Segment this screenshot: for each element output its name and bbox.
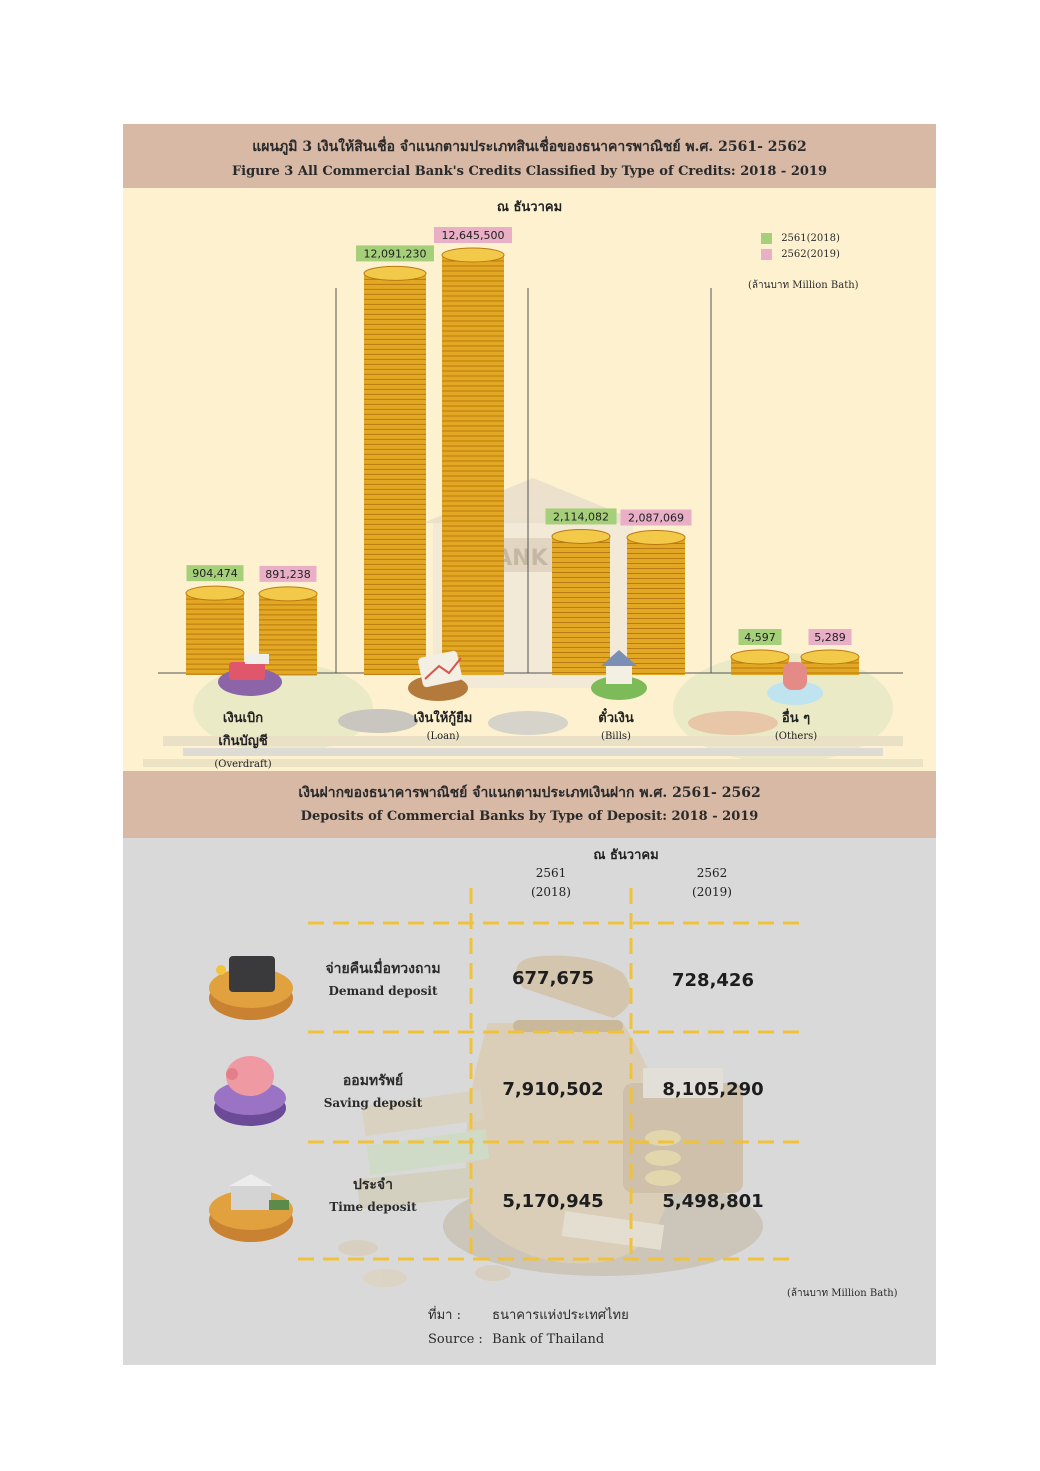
piggy-bank-icon — [214, 1056, 286, 1126]
category-th2-overdraft: เกินบัญชี — [218, 734, 268, 749]
coin-stack-bills-2019 — [626, 530, 686, 675]
value-label-overdraft-2019: 891,238 — [259, 565, 317, 582]
source-label-th: ที่มา : — [428, 1308, 461, 1323]
svg-text:4,597: 4,597 — [744, 631, 776, 644]
table-gridlines — [298, 888, 803, 1261]
row-demand-th: จ่ายคืนเมื่อทวงถาม — [325, 961, 441, 977]
deposits-title-band: เงินฝากของธนาคารพาณิชย์ จำแนกตามประเภทเง… — [123, 771, 936, 838]
year-2018-th: 2561 — [535, 866, 567, 880]
row-time-en: Time deposit — [329, 1200, 417, 1214]
category-en-overdraft: (Overdraft) — [214, 759, 272, 770]
value-label-others-2019: 5,289 — [808, 629, 852, 645]
row-saving-en: Saving deposit — [323, 1096, 423, 1110]
deposits-title-th: เงินฝากของธนาคารพาณิชย์ จำแนกตามประเภทเง… — [298, 785, 761, 801]
category-en-others: (Others) — [774, 731, 818, 742]
svg-text:2,114,082: 2,114,082 — [553, 510, 609, 523]
demand-2018-value: 677,675 — [512, 968, 594, 989]
source-en-line: Source : Bank of Thailand — [428, 1332, 604, 1347]
svg-text:904,474: 904,474 — [192, 567, 238, 580]
category-label-overdraft: เงินเบิก เกินบัญชี (Overdraft) — [198, 707, 288, 770]
chart-legend: 2561(2018) 2562(2019) — [761, 233, 931, 265]
category-th-overdraft: เงินเบิก — [222, 711, 264, 726]
category-label-others: อื่น ๆ (Others) — [751, 707, 841, 742]
category-label-bills: ตั๋วเงิน (Bills) — [571, 707, 661, 742]
legend-label-2019: 2562(2019) — [781, 249, 840, 260]
row-saving-label: ออมทรัพย์ Saving deposit — [293, 1070, 453, 1110]
credits-title-band: แผนภูมิ 3 เงินให้สินเชื่อ จำแนกตามประเภท… — [123, 124, 936, 188]
source-th: ธนาคารแห่งประเทศไทย — [492, 1308, 629, 1323]
year-2018-header: 2561 (2018) — [501, 866, 601, 904]
savings-jar-icon — [767, 662, 823, 705]
credits-unit: (ล้านบาท Million Bath) — [748, 280, 859, 291]
value-label-bills-2019: 2,087,069 — [620, 509, 692, 526]
year-2019-header: 2562 (2019) — [662, 866, 762, 904]
year-2018-en: (2018) — [531, 885, 571, 899]
calculator-icon — [218, 654, 282, 696]
coin-stack-bills-2018 — [551, 528, 611, 675]
deposits-as-of: ณ ธันวาคม — [593, 848, 659, 863]
coin-stack-overdraft-2018 — [185, 585, 245, 675]
svg-text:891,238: 891,238 — [265, 568, 311, 581]
deposits-table-graphic — [209, 888, 803, 1287]
category-th-others: อื่น ๆ — [781, 711, 811, 726]
deposits-panel: ณ ธันวาคม 2561 (2018) 2562 (2019) จ่ายคื… — [123, 838, 936, 1365]
credits-as-of: ณ ธันวาคม — [496, 200, 563, 215]
demand-2019-value: 728,426 — [672, 970, 754, 991]
infographic-page: แผนภูมิ 3 เงินให้สินเชื่อ จำแนกตามประเภท… — [123, 124, 936, 1365]
value-label-loan-2018: 12,091,230 — [356, 245, 434, 262]
saving-2019-value: 8,105,290 — [662, 1079, 764, 1100]
svg-text:2,087,069: 2,087,069 — [628, 512, 684, 525]
coin-stack-others-2019 — [800, 649, 860, 675]
credits-title-th: แผนภูมิ 3 เงินให้สินเชื่อ จำแนกตามประเภท… — [252, 139, 807, 155]
svg-text:5,289: 5,289 — [814, 631, 846, 644]
credits-title-en: Figure 3 All Commercial Bank's Credits C… — [231, 164, 828, 179]
value-label-loan-2019: 12,645,500 — [434, 227, 512, 243]
credits-chart-panel: ณ ธันวาคม BANK 90 — [123, 188, 936, 771]
row-saving-th: ออมทรัพย์ — [342, 1073, 404, 1089]
saving-2018-value: 7,910,502 — [502, 1079, 604, 1100]
category-th-bills: ตั๋วเงิน — [598, 711, 634, 726]
source-label-en: Source : — [428, 1332, 483, 1347]
coin-stack-loan-2019 — [441, 247, 505, 675]
category-th-loan: เงินให้กู้ยืม — [413, 711, 473, 726]
category-label-loan: เงินให้กู้ยืม (Loan) — [388, 707, 498, 742]
legend-swatch-2018 — [761, 233, 772, 244]
row-demand-en: Demand deposit — [328, 984, 438, 998]
time-2018-value: 5,170,945 — [502, 1191, 604, 1212]
legend-label-2018: 2561(2018) — [781, 233, 840, 244]
row-time-th: ประจำ — [353, 1177, 393, 1193]
deposits-unit: (ล้านบาท Million Bath) — [787, 1288, 898, 1299]
time-2019-value: 5,498,801 — [662, 1191, 764, 1212]
legend-swatch-2019 — [761, 249, 772, 260]
value-label-overdraft-2018: 904,474 — [186, 565, 244, 582]
svg-text:12,645,500: 12,645,500 — [442, 229, 505, 242]
credits-bar-chart: BANK 904,47412,091,2302,114,0824,597891,… — [143, 227, 923, 767]
coin-stack-others-2018 — [730, 649, 790, 675]
year-2019-en: (2019) — [692, 885, 732, 899]
bank-building-icon — [209, 1174, 293, 1242]
money-bag-illustration — [338, 955, 763, 1287]
value-label-others-2018: 4,597 — [738, 629, 782, 645]
house-icon — [591, 650, 647, 700]
deposits-title-en: Deposits of Commercial Banks by Type of … — [300, 809, 759, 824]
year-2019-th: 2562 — [696, 866, 728, 880]
category-en-bills: (Bills) — [601, 731, 631, 742]
row-demand-label: จ่ายคืนเมื่อทวงถาม Demand deposit — [303, 958, 463, 998]
source-en: Bank of Thailand — [492, 1332, 605, 1347]
row-time-label: ประจำ Time deposit — [293, 1174, 453, 1214]
svg-text:12,091,230: 12,091,230 — [364, 247, 427, 260]
wallet-icon — [209, 956, 293, 1020]
category-en-loan: (Loan) — [426, 731, 460, 742]
coin-stack-loan-2018 — [363, 265, 427, 675]
source-th-line: ที่มา : ธนาคารแห่งประเทศไทย — [428, 1304, 629, 1325]
value-label-bills-2018: 2,114,082 — [545, 508, 617, 525]
document-icon — [408, 650, 468, 701]
